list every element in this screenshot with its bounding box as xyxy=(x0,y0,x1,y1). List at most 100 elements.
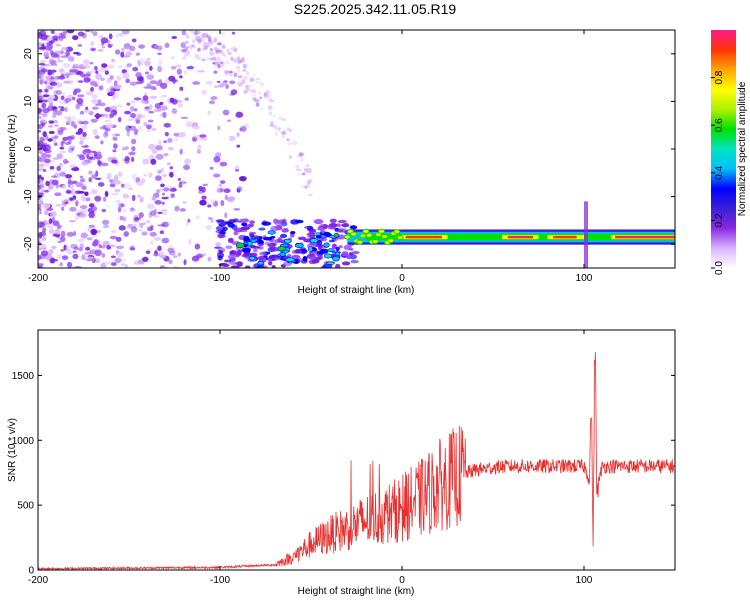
spectrogram-noise-blob xyxy=(100,162,109,167)
spectrogram-hot-blob xyxy=(323,242,330,248)
spectrogram-noise-blob xyxy=(121,208,128,213)
spectrogram-noise-blob xyxy=(307,233,315,239)
spectrogram-noise-blob xyxy=(58,263,64,267)
spectrogram-noise-blob xyxy=(197,38,202,43)
spectrogram-noise-blob xyxy=(82,131,87,137)
spectrogram-noise-blob xyxy=(229,80,236,85)
spectrogram-noise-blob xyxy=(350,259,359,264)
spectrogram-noise-blob xyxy=(91,94,98,99)
spectrogram-noise-blob xyxy=(92,101,99,105)
spectrogram-noise-blob xyxy=(257,91,262,95)
spectrogram-noise-blob xyxy=(229,250,237,256)
spectrogram-noise-blob xyxy=(38,255,42,261)
spectrogram-noise-blob xyxy=(341,250,349,257)
spectrogram-noise-blob xyxy=(74,214,80,221)
spectrogram-noise-blob xyxy=(268,111,272,116)
spectrogram-noise-blob xyxy=(88,170,93,175)
spectrogram-noise-blob xyxy=(213,70,218,74)
spectrogram-noise-blob xyxy=(257,255,265,261)
spectrogram-noise-blob xyxy=(349,225,358,230)
spectrogram-noise-blob xyxy=(178,182,183,188)
spectrogram-noise-blob xyxy=(214,37,217,43)
spectrogram-noise-blob xyxy=(268,260,273,266)
spectrogram-noise-blob xyxy=(335,246,340,252)
spectrogram-noise-blob xyxy=(42,94,51,98)
spectrogram-noise-blob xyxy=(216,80,221,84)
spectrogram-noise-blob xyxy=(56,90,62,95)
spectrogram-noise-blob xyxy=(304,186,308,189)
colorbar-tick-label: 0.4 xyxy=(714,165,725,179)
spectrogram-noise-blob xyxy=(122,216,127,220)
spectrogram-noise-blob xyxy=(216,56,222,62)
spectrogram-noise-blob xyxy=(346,254,351,260)
spectrogram-noise-blob xyxy=(62,30,68,35)
spectrogram-noise-blob xyxy=(91,206,98,211)
spectrogram-noise-blob xyxy=(137,59,141,67)
spectrogram-noise-blob xyxy=(133,128,139,136)
spectrogram-noise-blob xyxy=(169,166,174,170)
spectrogram-noise-blob xyxy=(49,40,55,44)
spectrogram-noise-blob xyxy=(176,68,183,75)
spectrogram-noise-blob xyxy=(157,169,162,174)
spectrogram-noise-blob xyxy=(89,40,95,47)
spectrogram-noise-blob xyxy=(94,249,102,257)
spectrogram-noise-blob xyxy=(236,65,241,70)
spectrogram-noise-blob xyxy=(97,159,102,166)
spectrogram-noise-blob xyxy=(159,230,165,235)
spectrogram-noise-blob xyxy=(148,110,155,114)
spectrogram-noise-blob xyxy=(106,77,112,83)
signal-track-peak xyxy=(405,235,443,239)
spectrogram-noise-blob xyxy=(130,46,137,52)
spectrogram-noise-blob xyxy=(245,84,249,90)
spectrogram-noise-blob xyxy=(119,215,124,221)
spectrogram-noise-blob xyxy=(55,110,63,116)
spectrogram-noise-blob xyxy=(78,247,83,252)
spectrogram-noise-blob xyxy=(56,224,62,229)
spectrogram-noise-blob xyxy=(131,138,137,145)
spectrogram-noise-blob xyxy=(139,224,143,229)
spectrogram-noise-blob xyxy=(160,82,168,89)
spectrogram-noise-blob xyxy=(39,60,47,63)
spectrogram-noise-blob xyxy=(252,94,257,97)
spectrogram-hot-blob xyxy=(326,261,335,265)
spectrogram-noise-blob xyxy=(77,80,84,83)
spectrogram-noise-blob xyxy=(255,102,260,107)
spectrogram-noise-blob xyxy=(99,113,106,117)
spectrogram-noise-blob xyxy=(207,204,212,208)
spectrogram-noise-blob xyxy=(47,69,52,76)
spectrogram-noise-blob xyxy=(42,227,47,233)
spectrogram-noise-blob xyxy=(185,50,191,55)
spectrogram-noise-blob xyxy=(81,125,88,130)
spectrogram-noise-blob xyxy=(40,152,48,159)
spectrogram-noise-blob xyxy=(177,103,183,108)
spectrogram-noise-blob xyxy=(134,216,142,221)
spectrogram-noise-blob xyxy=(260,107,264,111)
spectrogram-noise-blob xyxy=(38,46,47,50)
spectrogram-noise-blob xyxy=(55,81,63,88)
spectrogram-noise-blob xyxy=(205,80,213,85)
spectrogram-hot-blob xyxy=(263,237,273,241)
spectrogram-noise-blob xyxy=(129,112,137,119)
spectrogram-noise-blob xyxy=(111,192,119,196)
spectrogram-noise-blob xyxy=(198,190,204,194)
spectrogram-noise-blob xyxy=(337,219,347,224)
spectrogram-noise-blob xyxy=(308,251,314,257)
spectrogram-noise-blob xyxy=(163,122,171,128)
spectrogram-noise-blob xyxy=(167,146,174,151)
spectrogram-noise-blob xyxy=(88,203,95,208)
spectrogram-noise-blob xyxy=(295,219,304,224)
spectrogram-noise-blob xyxy=(349,248,354,251)
spectrogram-noise-blob xyxy=(130,99,136,104)
spectrogram-noise-blob xyxy=(208,100,216,105)
spectrogram-noise-blob xyxy=(129,208,136,213)
spectrogram-hot-blob xyxy=(235,242,245,249)
spectrogram-noise-blob xyxy=(51,245,57,250)
spectrogram-noise-blob xyxy=(81,254,86,261)
spectrogram-noise-blob xyxy=(259,96,263,100)
spectrogram-noise-blob xyxy=(68,79,74,85)
spectrogram-noise-blob xyxy=(289,128,292,133)
spectrogram-noise-blob xyxy=(172,255,178,259)
snr-ytick-label: 500 xyxy=(17,501,34,512)
spectrogram-noise-blob xyxy=(100,262,107,268)
spectrogram-noise-blob xyxy=(45,84,51,89)
